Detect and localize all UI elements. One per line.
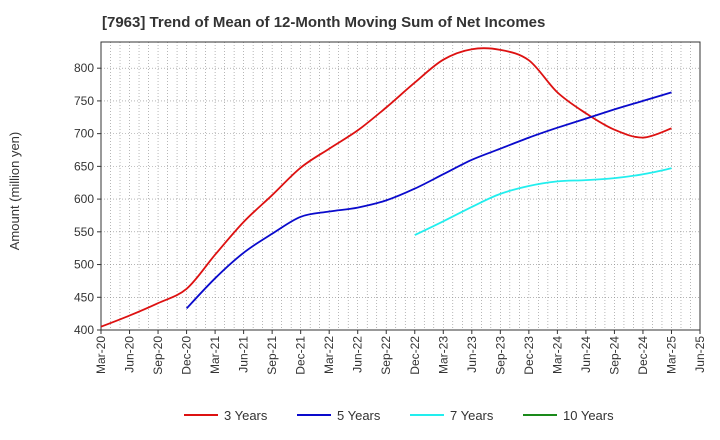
legend: 3 Years 5 Years 7 Years 10 Years — [184, 408, 614, 423]
x-tick-label: Mar-20 — [94, 336, 108, 374]
y-tick-label: 800 — [74, 61, 94, 75]
x-tick-label: Dec-21 — [294, 336, 308, 375]
y-tick-label: 600 — [74, 192, 94, 206]
y-tick-label: 450 — [74, 290, 94, 304]
legend-label: 5 Years — [337, 408, 381, 423]
x-tick-label: Jun-25 — [693, 336, 707, 373]
y-tick-label: 700 — [74, 127, 94, 141]
legend-label: 3 Years — [224, 408, 268, 423]
x-tick-label: Jun-23 — [465, 336, 479, 373]
y-tick-label: 400 — [74, 323, 94, 337]
x-tick-label: Dec-24 — [636, 336, 650, 375]
y-tick-label: 650 — [74, 159, 94, 173]
y-tick-label: 500 — [74, 258, 94, 272]
x-tick-label: Sep-22 — [379, 336, 393, 375]
x-tick-label: Mar-22 — [322, 336, 336, 374]
y-tick-label: 550 — [74, 225, 94, 239]
plot-frame — [100, 41, 701, 331]
y-tick-label: 750 — [74, 94, 94, 108]
x-tick-label: Mar-25 — [664, 336, 678, 374]
x-tick-label: Jun-24 — [579, 336, 593, 373]
x-tick-label: Sep-23 — [493, 336, 507, 375]
y-axis-label: Amount (million yen) — [7, 132, 22, 251]
x-tick-label: Mar-24 — [550, 336, 564, 374]
x-tick-label: Mar-21 — [208, 336, 222, 374]
x-tick-label: Mar-23 — [436, 336, 450, 374]
legend-label: 7 Years — [450, 408, 494, 423]
x-tick-label: Jun-22 — [351, 336, 365, 373]
series-line-3-years — [100, 47, 672, 328]
x-tick-label: Jun-20 — [123, 336, 137, 373]
x-tick-label: Dec-20 — [180, 336, 194, 375]
x-tick-label: Dec-23 — [522, 336, 536, 375]
x-tick-label: Sep-24 — [607, 336, 621, 375]
x-tick-label: Dec-22 — [408, 336, 422, 375]
x-tick-label: Jun-21 — [237, 336, 251, 373]
series-layer — [100, 47, 672, 328]
series-line-7-years — [414, 167, 672, 236]
grid — [101, 42, 700, 331]
series-line-5-years — [185, 91, 672, 310]
y-axis: 400 450 500 550 600 650 700 750 800 — [74, 61, 101, 337]
x-axis: Mar-20 Jun-20 Sep-20 Dec-20 Mar-21 Jun-21 Sep-… — [94, 330, 707, 375]
chart-title: [7963] Trend of Mean of 12-Month Moving … — [102, 14, 546, 31]
x-tick-label: Sep-21 — [265, 336, 279, 375]
legend-label: 10 Years — [563, 408, 614, 423]
x-tick-label: Sep-20 — [151, 336, 165, 375]
